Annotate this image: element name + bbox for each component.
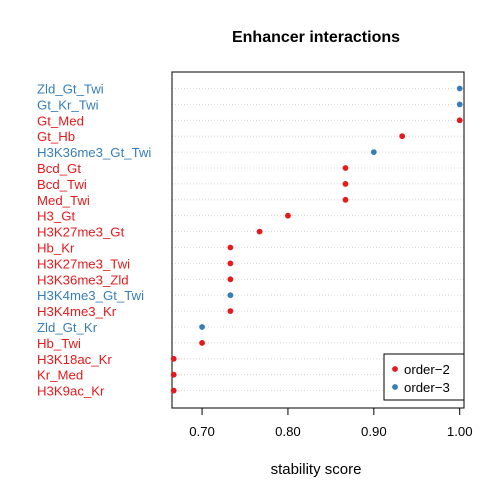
x-tick-label: 0.90 [361,424,387,439]
data-point [227,244,234,251]
category-label: H3K4me3_Gt_Twi [37,288,144,303]
data-point [456,117,463,124]
x-tick-label: 0.70 [189,424,215,439]
chart-title: Enhancer interactions [232,29,400,46]
category-label: Hb_Twi [37,336,81,351]
x-axis-title: stability score [271,461,362,478]
legend-label: order−2 [404,362,450,377]
legend: order−2 order−3 [383,353,465,401]
x-tick-label: 1.00 [447,424,473,439]
legend-marker [392,384,398,390]
category-label: H3K9ac_Kr [37,384,105,399]
category-label: H3_Gt [37,209,75,224]
category-labels: Zld_Gt_TwiGt_Kr_TwiGt_MedGt_HbH3K36me3_G… [37,82,151,399]
legend-label: order−3 [404,380,450,395]
data-point [342,165,349,171]
category-label: Gt_Med [37,113,84,128]
category-label: Zld_Gt_Twi [37,82,104,97]
data-point [370,149,377,156]
data-point [227,276,234,283]
category-label: H3K4me3_Kr [37,304,117,319]
category-label: H3K27me3_Gt [37,225,125,240]
data-point [199,324,205,330]
category-label: Gt_Hb [37,129,75,144]
data-point [227,292,234,299]
data-point [170,355,177,362]
data-point [285,212,291,219]
category-label: Bcd_Gt [37,161,81,176]
category-label: H3K36me3_Zld [37,272,129,287]
category-label: Gt_Kr_Twi [37,97,99,112]
category-label: Kr_Med [37,368,83,383]
category-label: Med_Twi [37,193,90,208]
category-label: Bcd_Twi [37,177,87,192]
data-points [170,85,463,394]
data-point [256,228,263,235]
data-point [456,85,463,92]
x-tick-label: 0.80 [275,424,301,439]
data-point [342,196,349,203]
data-point [227,308,234,314]
data-point [456,101,463,108]
category-label: Zld_Gt_Kr [37,320,98,335]
legend-box [383,353,465,401]
data-point [342,181,349,187]
data-point [199,340,205,346]
legend-marker [392,366,398,372]
category-label: H3K27me3_Twi [37,256,130,271]
data-point [170,387,177,394]
category-label: H3K18ac_Kr [37,352,112,367]
data-point [170,371,177,378]
x-axis: 0.70 0.80 0.90 1.00 [189,407,473,439]
data-point [399,133,406,140]
category-label: Hb_Kr [37,241,75,256]
data-point [227,260,234,267]
grid-lines [172,88,464,392]
category-label: H3K36me3_Gt_Twi [37,145,151,160]
